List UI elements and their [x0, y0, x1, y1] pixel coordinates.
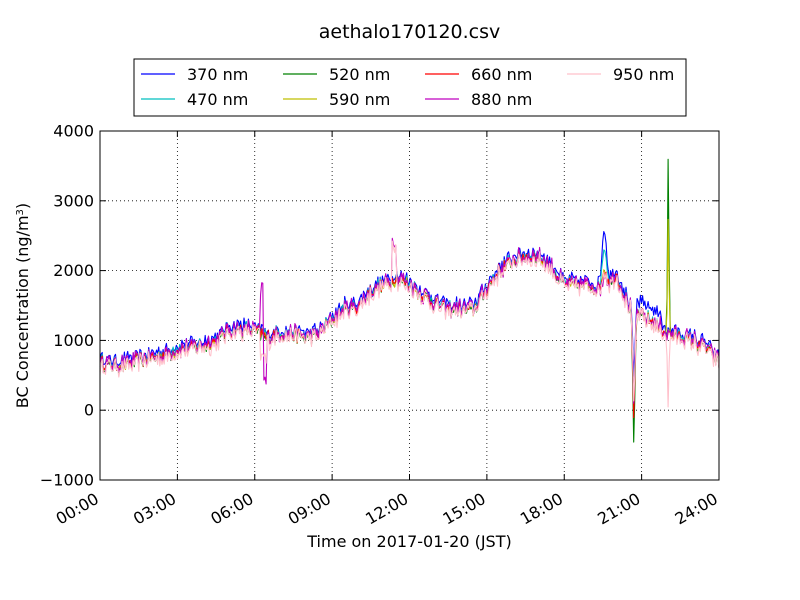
y-axis-label-main: BC Concentration (ng/m	[13, 215, 32, 408]
axis-ticks	[99, 130, 720, 481]
x-axis-label: Time on 2017-01-20 (JST)	[306, 532, 511, 551]
legend-label: 660 nm	[471, 65, 532, 84]
y-tick-label: 2000	[53, 261, 94, 280]
x-tick-label: 18:00	[517, 489, 566, 529]
y-tick-label: 4000	[53, 122, 94, 141]
x-tick-label: 09:00	[285, 489, 334, 529]
legend-label: 880 nm	[471, 90, 532, 109]
series-line-370-nm	[99, 231, 720, 377]
y-tick-label: −1000	[40, 471, 94, 490]
x-tick-label: 12:00	[362, 489, 411, 529]
y-axis-label: BC Concentration (ng/m3)	[13, 203, 32, 408]
y-tick-label: 1000	[53, 331, 94, 350]
chart-title: aethalo170120.csv	[319, 21, 501, 43]
x-tick-label: 06:00	[207, 489, 256, 529]
legend-label: 950 nm	[613, 65, 674, 84]
y-tick-label: 0	[84, 401, 94, 420]
legend-label: 470 nm	[187, 90, 248, 109]
grid	[100, 131, 719, 480]
series-line-950-nm	[99, 240, 720, 408]
x-tick-label: 15:00	[439, 489, 488, 529]
y-axis-label-end: )	[13, 203, 32, 209]
legend-label: 370 nm	[187, 65, 248, 84]
x-tick-label: 24:00	[672, 489, 721, 529]
x-tick-labels: 00:00 03:00 06:00 09:00 12:00 15:00 18:00 21:00…	[53, 489, 721, 529]
x-tick-label: 00:00	[53, 489, 102, 529]
y-axis-label-sup: 3	[15, 209, 26, 215]
legend-frame	[133, 58, 687, 117]
legend-label: 520 nm	[329, 65, 390, 84]
x-tick-label: 21:00	[594, 489, 643, 529]
legend: 370 nm 470 nm 520 nm 590 nm 660 nm 880 nm 950 …	[133, 58, 687, 117]
y-tick-labels: −1000 0 1000 2000 3000 4000	[40, 122, 94, 490]
series-lines	[99, 158, 720, 443]
x-tick-label: 03:00	[130, 489, 179, 529]
y-tick-label: 3000	[53, 191, 94, 210]
legend-label: 590 nm	[329, 90, 390, 109]
